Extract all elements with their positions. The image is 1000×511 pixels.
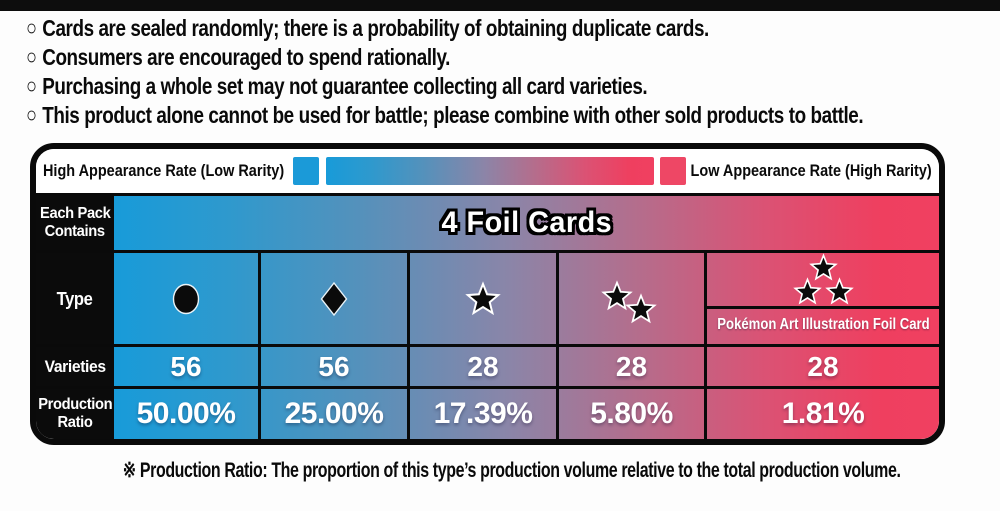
notice-item: ○ This product alone cannot be used for …	[26, 101, 864, 130]
varieties-cell: 56	[258, 347, 407, 386]
high-rate-swatch	[293, 157, 319, 185]
rarity-gradient-bar	[326, 157, 654, 185]
varieties-cell: 28	[704, 347, 939, 386]
varieties-cell: 56	[170, 350, 202, 382]
notice-text: Purchasing a whole set may not guarantee…	[42, 73, 648, 99]
notice-text: Cards are sealed randomly; there is a pr…	[42, 15, 709, 41]
notice-item: ○ Consumers are encouraged to spend rati…	[26, 43, 863, 72]
notice-text: Consumers are encouraged to spend ration…	[42, 44, 450, 70]
one-star-icon	[466, 282, 500, 314]
varieties-cell: 28	[407, 347, 556, 386]
two-stars-icon	[597, 272, 667, 330]
notice-item: ○ Purchasing a whole set may not guarant…	[26, 72, 863, 101]
ratio-cell: 17.39%	[407, 389, 556, 439]
production-ratio-row: Production Ratio 50.00% 25.00% 17.39% 5.…	[36, 386, 939, 439]
bullet-circle-icon: ○	[26, 14, 37, 40]
type-cell-two-stars	[556, 253, 704, 344]
varieties-header: Varieties	[36, 347, 114, 386]
black-circle-icon	[172, 283, 200, 314]
ratio-cell: 5.80%	[556, 389, 704, 439]
bullet-circle-icon: ○	[26, 72, 37, 98]
varieties-row: Varieties 56 56 28 28 28	[36, 344, 939, 386]
type-cell-one-star	[407, 253, 556, 344]
ratio-cell: 25.00%	[258, 389, 407, 439]
type-header: Type	[36, 253, 114, 344]
type-cell-common	[114, 253, 258, 344]
pack-contents-header: Each Pack Contains	[36, 196, 114, 250]
varieties-cell: 28	[556, 347, 704, 386]
type-row: Type	[36, 250, 939, 344]
low-appearance-label: Low Appearance Rate (High Rarity)	[690, 161, 932, 180]
notice-text: This product alone cannot be used for ba…	[42, 102, 864, 128]
rarity-legend: High Appearance Rate (Low Rarity) Low Ap…	[36, 149, 939, 193]
top-crop-strip	[0, 0, 1000, 11]
black-diamond-icon	[320, 281, 348, 316]
pack-contents-row: Each Pack Contains 4 Foil Cards	[36, 193, 939, 250]
notice-list: ○ Cards are sealed randomly; there is a …	[26, 14, 1000, 130]
pack-contents-cell: 4 Foil Cards	[114, 196, 939, 250]
foil-cards-title: 4 Foil Cards	[441, 206, 612, 239]
bullet-circle-icon: ○	[26, 101, 37, 127]
high-appearance-label: High Appearance Rate (Low Rarity)	[43, 161, 285, 180]
rarity-table-panel: High Appearance Rate (Low Rarity) Low Ap…	[30, 143, 945, 445]
type-cell-uncommon	[258, 253, 407, 344]
art-illustration-subcell: Pokémon Art Illustration Foil Card	[707, 306, 939, 341]
ratio-cell: 50.00%	[136, 397, 236, 430]
notice-item: ○ Cards are sealed randomly; there is a …	[26, 14, 863, 43]
bullet-circle-icon: ○	[26, 43, 37, 69]
three-stars-icon	[791, 254, 855, 306]
production-ratio-footnote: ※ Production Ratio: The proportion of th…	[122, 459, 901, 482]
art-illustration-label: Pokémon Art Illustration Foil Card	[716, 316, 930, 333]
type-cell-three-stars: Pokémon Art Illustration Foil Card	[704, 253, 939, 344]
low-rate-swatch	[660, 157, 686, 185]
production-ratio-header: Production Ratio	[36, 389, 114, 439]
ratio-cell: 1.81%	[704, 389, 939, 439]
